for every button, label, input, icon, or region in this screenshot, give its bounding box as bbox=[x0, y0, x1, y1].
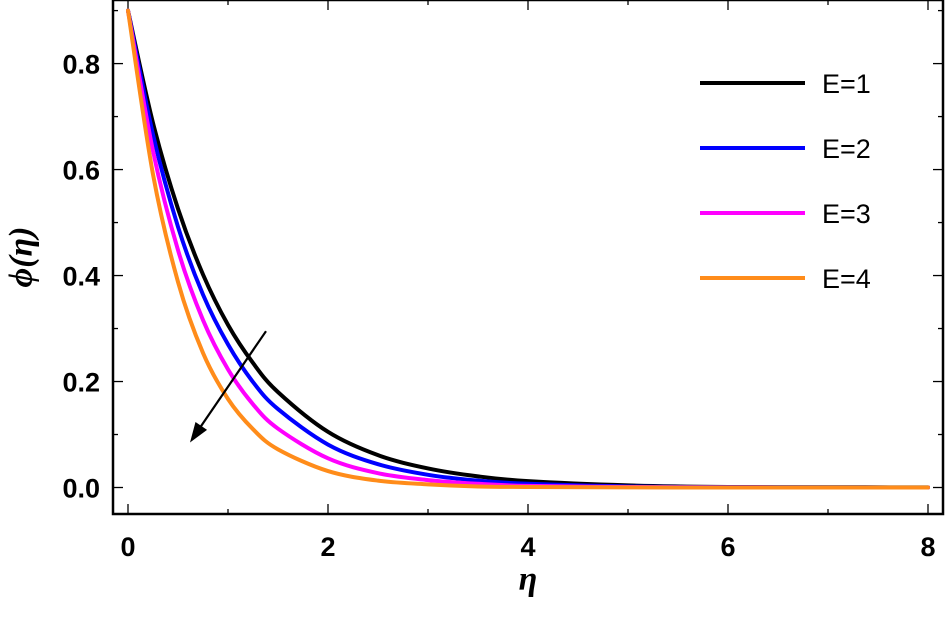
x-tick-label: 8 bbox=[920, 532, 935, 562]
y-tick-label: 0.6 bbox=[62, 156, 100, 186]
series-curves bbox=[126, 8, 930, 490]
arrow-head bbox=[190, 422, 208, 443]
plot-frame bbox=[111, 0, 945, 516]
legend: E=1 E=2 E=3 E=4 bbox=[700, 69, 871, 294]
series-line-2 bbox=[126, 8, 930, 490]
series-line-4 bbox=[126, 8, 930, 490]
axis-ticks: 0 2 4 6 8 0.0 0.2 0.4 0.6 0.8 bbox=[62, 0, 943, 562]
y-axis-label: ϕ(η) bbox=[3, 227, 40, 288]
x-tick-label: 6 bbox=[720, 532, 735, 562]
y-tick-label: 0.0 bbox=[62, 474, 100, 504]
y-tick-label: 0.4 bbox=[62, 262, 100, 292]
y-tick-label: 0.2 bbox=[62, 368, 100, 398]
legend-label-2: E=2 bbox=[822, 134, 871, 164]
legend-label-1: E=1 bbox=[822, 69, 871, 99]
y-tick-label: 0.8 bbox=[62, 50, 100, 80]
x-tick-label: 2 bbox=[320, 532, 335, 562]
x-tick-label: 0 bbox=[120, 532, 135, 562]
legend-label-4: E=4 bbox=[822, 264, 871, 294]
legend-label-3: E=3 bbox=[822, 199, 871, 229]
x-tick-label: 4 bbox=[520, 532, 535, 562]
series-line-1 bbox=[126, 8, 930, 490]
arrow-shaft bbox=[195, 330, 267, 435]
x-axis-label: η bbox=[519, 561, 538, 598]
trend-arrow bbox=[190, 330, 267, 443]
series-line-3 bbox=[126, 8, 930, 490]
